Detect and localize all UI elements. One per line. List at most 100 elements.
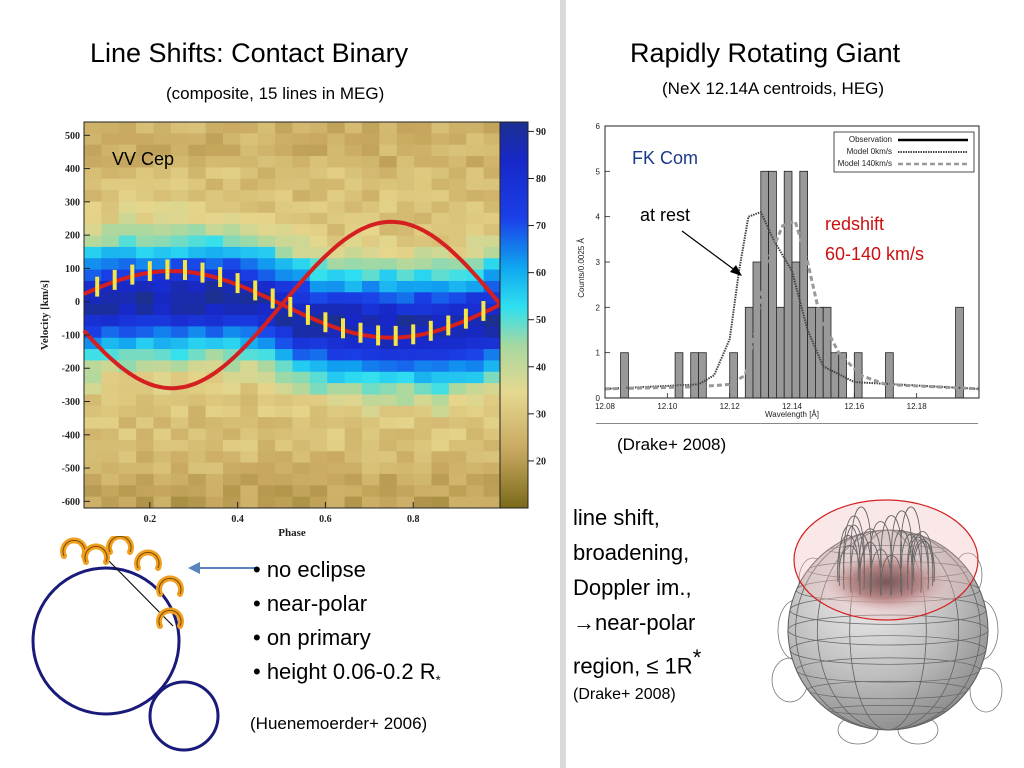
heatmap-cell [118,326,137,339]
heatmap-cell [84,178,102,191]
heatmap-cell [327,428,346,441]
heatmap-cell [362,156,380,168]
spectrum-axes: 0 1 2 3 4 5 6 12.08 12.10 12.12 12.14 12.16 12.18 [595,122,927,411]
heatmap-cell [379,496,398,509]
heatmap-cell [292,201,311,214]
heatmap-cell [483,383,502,395]
heatmap-cell [153,201,172,214]
heatmap-cell [483,224,502,237]
heatmap-cell [448,315,467,327]
heatmap-cell [84,439,102,452]
heatmap-cell [275,235,294,248]
heatmap-cell [170,280,189,293]
colorbar-tick-label: 90 [536,127,546,138]
heatmap-cell [344,258,363,271]
heatmap-cell [205,178,224,191]
heatmap-cell [396,269,415,282]
heatmap-cell [223,258,241,271]
heatmap-cell [223,417,241,430]
heatmap-cell [153,212,172,225]
heatmap-cell [292,133,311,146]
heatmap-cell [205,360,224,373]
heatmap-cell [101,258,120,271]
model-140kms-line [604,219,980,391]
heatmap-cell [275,212,294,225]
heatmap-cell [327,280,346,293]
spectrum-legend: Observation Model 0km/s Model 140km/s [833,131,975,173]
heatmap-cell [483,133,502,146]
heatmap-cell [153,122,172,134]
spectrum-bar [752,261,762,399]
heatmap-cell [170,473,189,486]
heatmap-cell [257,428,276,441]
heatmap-cell [275,383,294,395]
longitude-line [849,530,927,730]
heatmap-cell [414,360,433,373]
heatmap-cell [84,280,102,293]
heatmap-cell [362,212,380,225]
heatmap-cell [431,315,450,327]
heatmap-cell [396,315,415,327]
heatmap-cell [153,349,172,361]
heatmap-cell [292,462,311,475]
heatmap-cell [118,224,137,237]
spectrum-ylabel: Counts/0.0025 Å [577,238,586,298]
heatmap-cell [431,439,450,452]
heatmap-cell [205,190,224,202]
heatmap-cell [466,405,485,418]
heatmap-cell [448,394,467,407]
heatmap-cell [136,360,155,373]
heatmap-cell [118,178,137,191]
heatmap-cell [362,292,380,305]
heatmap-cell [170,303,189,316]
heatmap-cell [170,417,189,430]
heatmap-cell [153,462,172,475]
text-doppler: Doppler im., [573,575,692,600]
heatmap-cell [118,337,137,350]
heatmap-cell [414,496,433,509]
heatmap-cell [275,439,294,452]
pointer-arrow [188,562,258,574]
heatmap-cell [257,383,276,395]
heatmap-cell [379,178,398,191]
heatmap-cell [223,201,241,214]
heatmap-cell [431,156,450,168]
heatmap-cell [327,269,346,282]
heatmap-cell [188,269,207,282]
heatmap-cell [448,201,467,214]
heatmap-cell [292,383,311,395]
heatmap-cell [205,417,224,430]
heatmap-cell [223,349,241,361]
heatmap-cell [136,133,155,146]
heatmap-cell [483,292,502,305]
heatmap-cell [379,224,398,237]
heatmap-cell [309,383,328,395]
heatmap-cell [84,212,102,225]
heatmap-cell [379,394,398,407]
heatmap-cell [309,485,328,498]
colorbar-tick-label: 50 [536,315,546,326]
heatmap-cell [309,360,328,373]
heatmap-cell [431,246,450,259]
heatmap-cell [362,133,380,146]
heatmap-cell [414,122,433,134]
spectrum-bar [822,306,832,399]
heatmap-cell [414,383,433,395]
heatmap-xtick-label: 0.6 [319,514,332,525]
heatmap-cell [84,394,102,407]
heatmap-cell [101,496,120,509]
heatmap-cell [101,224,120,237]
heatmap-cell [153,258,172,271]
heatmap-cell [153,269,172,282]
heatmap-cell [223,326,241,339]
heatmap-cell [344,383,363,395]
heatmap-cell [362,473,380,486]
heatmap-cell [136,190,155,202]
heatmap-cell [414,451,433,464]
heatmap-cell [327,462,346,475]
heatmap-cell [136,280,155,293]
heatmap-cell [240,462,259,475]
spectrum-xtick-label: 12.12 [720,402,741,411]
heatmap-cell [344,315,363,327]
heatmap-cell [170,269,189,282]
